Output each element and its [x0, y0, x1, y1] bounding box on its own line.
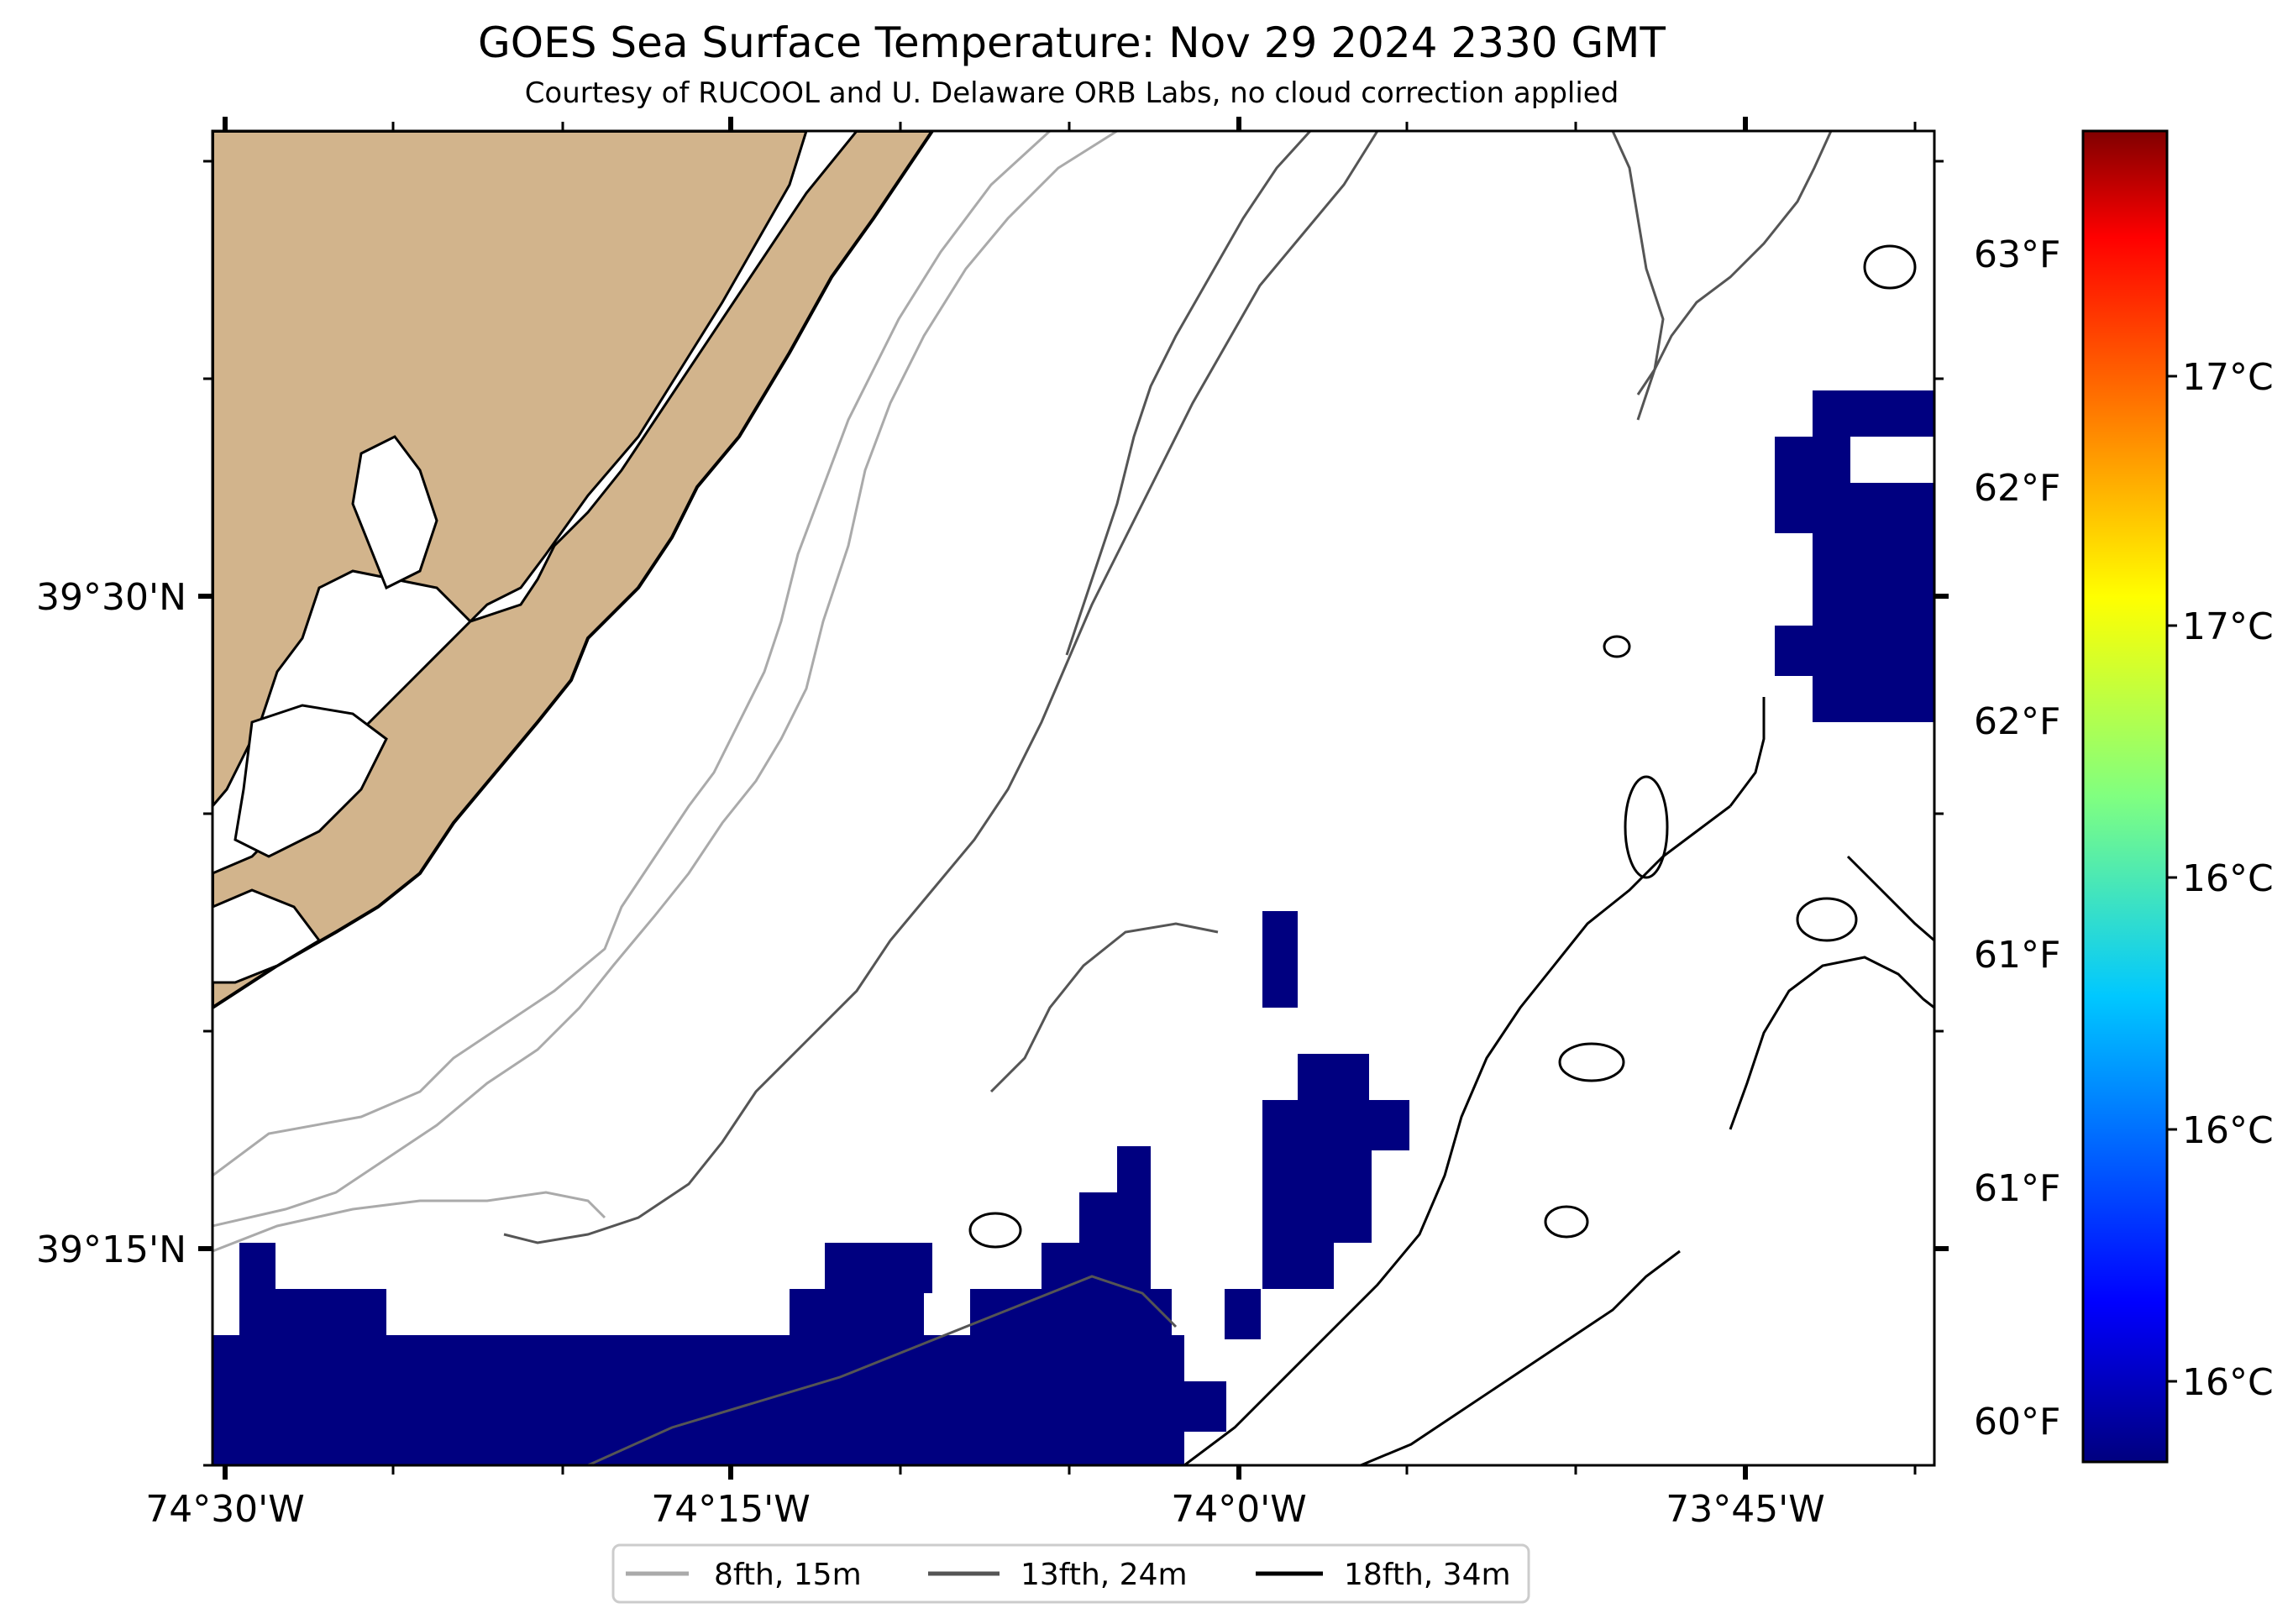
- legend: 8fth, 15m 13fth, 24m 18fth, 34m: [611, 1543, 1530, 1604]
- map-frame: [211, 129, 1936, 1467]
- map-area: [213, 131, 1934, 1465]
- fahrenheit-label: 61°F: [1974, 934, 2060, 977]
- x-tick-label: 74°30'W: [145, 1488, 305, 1531]
- legend-label: 13fth, 24m: [1021, 1558, 1188, 1592]
- x-minor-ticks: [391, 122, 1917, 1475]
- map-title: GOES Sea Surface Temperature: Nov 29 202…: [478, 18, 1666, 67]
- legend-label: 18fth, 34m: [1344, 1558, 1511, 1592]
- x-tick-label: 73°45'W: [1666, 1488, 1825, 1531]
- fahrenheit-label: 60°F: [1974, 1401, 2060, 1443]
- fahrenheit-label: 62°F: [1974, 467, 2060, 510]
- colorbar-label: 17°C: [2182, 605, 2274, 648]
- y-major-ticks: [198, 594, 1949, 1251]
- x-tick-label: 74°0'W: [1171, 1488, 1307, 1531]
- fahrenheit-label: 63°F: [1974, 233, 2060, 276]
- colorbar-ticks: [2167, 375, 2177, 1383]
- contour-18fth: [968, 244, 1934, 1465]
- colorbar-label: 16°C: [2182, 857, 2274, 900]
- inland-water-2: [351, 435, 438, 590]
- map-subtitle: Courtesy of RUCOOL and U. Delaware ORB L…: [525, 76, 1619, 110]
- inland-water: [213, 131, 858, 875]
- x-tick-label: 74°15'W: [651, 1488, 811, 1531]
- inland-water-4: [213, 888, 322, 984]
- y-tick-label: 39°15'N: [36, 1228, 186, 1271]
- colorbar-label: 16°C: [2182, 1361, 2274, 1404]
- contour-13fth: [503, 131, 1833, 1465]
- contour-8fth: [213, 131, 1118, 1253]
- colorbar-label: 17°C: [2182, 356, 2274, 399]
- fahrenheit-label: 61°F: [1974, 1167, 2060, 1210]
- x-major-ticks: [223, 117, 1748, 1480]
- colorbar-label: 16°C: [2182, 1109, 2274, 1152]
- legend-label: 8fth, 15m: [714, 1558, 862, 1592]
- colorbar: [2081, 129, 2169, 1464]
- y-minor-ticks: [203, 160, 1944, 1467]
- fahrenheit-label: 62°F: [1974, 700, 2060, 743]
- inland-water-3: [233, 704, 388, 858]
- land-mass: [213, 131, 935, 1010]
- y-tick-label: 39°30'N: [36, 576, 186, 619]
- sst-low-blocks: [213, 390, 1934, 1465]
